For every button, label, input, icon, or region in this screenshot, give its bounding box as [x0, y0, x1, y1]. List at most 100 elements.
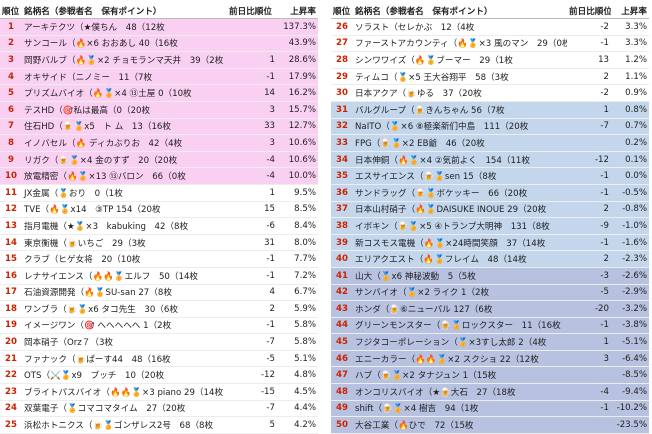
rise-rate-cell: 4.8%: [277, 366, 318, 385]
rank-cell: 48: [331, 383, 353, 401]
table-row[interactable]: 13 指月電機（★🏅×3 kabuking 42（8枚 -6 8.4%: [0, 217, 318, 235]
table-row[interactable]: 32 NaITO（🏅×6 ⑧極楽新们中島 111（20枚 -7 0.7%: [331, 118, 649, 136]
table-row[interactable]: 49 shift（🍺🏅×4 樹吉 94（1枚 -1 -10.2%: [331, 400, 649, 418]
rank-cell: 18: [0, 300, 22, 318]
table-row[interactable]: 18 ワンブラ（🍺🏅x6 タコ先生 30（6枚 2 5.9%: [0, 300, 318, 318]
rank-cell: 21: [0, 350, 22, 368]
rise-rate-cell: 9.5%: [277, 184, 318, 202]
header-row: 順位 銘柄名（参戦者名 保有ポイント） 前日比順位 上昇率: [331, 3, 649, 19]
table-row[interactable]: 38 イボキン（🍺🏅×5 ④トランプ大明神 131（8枚 -9 -1.0%: [331, 217, 649, 235]
rise-rate-cell: 12.7%: [277, 118, 318, 136]
table-row[interactable]: 40 エリアクエスト（🔥🏅フレイム 48（14枚 2 -2.3%: [331, 250, 649, 268]
table-row[interactable]: 3 岡野バルブ（🔥🏅×2 チョモランマ天井 39（2枚 1 28.6%: [0, 51, 318, 69]
stock-name-cell: フジタコーポレーション（🏅×3すし太郎 2（4枚: [353, 333, 567, 351]
rank-change-cell: 1: [227, 184, 277, 202]
header-name: 銘柄名（参戦者名 保有ポイント）: [22, 3, 227, 19]
table-row[interactable]: 12 TVE（🔥🏅x14 ③TP 154（20枚 15 8.5%: [0, 201, 318, 219]
rise-rate-cell: 4.5%: [277, 383, 318, 401]
table-row[interactable]: 14 東京衡機（🍺いちご 29（3枚 31 8.0%: [0, 234, 318, 252]
rank-cell: 38: [331, 217, 353, 235]
table-row[interactable]: 37 日本山村硝子（🔥🏅DAISUKE INOUE 29（20枚 2 -0.8%: [331, 201, 649, 219]
table-row[interactable]: 25 浜松ホトニクス（🍺🏅ゴンザレス2号 68（8枚 5 4.2%: [0, 416, 318, 434]
rank-cell: 47: [331, 366, 353, 385]
stock-name-cell: グリーンモンスター（🍺🏅ロックスター 11（16枚: [353, 317, 567, 335]
stock-name-cell: レナサイエンス（🔥🔥🏅エルフ 50（14枚: [22, 267, 227, 285]
table-row[interactable]: 41 山大（🏅x6 神秘波動 5（5枚 -3 -2.6%: [331, 267, 649, 285]
stock-name-cell: イメージワン（🎯 へへへへへ 1（2枚: [22, 317, 227, 335]
rank-change-cell: -7: [227, 400, 277, 418]
stock-name-cell: NaITO（🏅×6 ⑧極楽新们中島 111（20枚: [353, 118, 567, 136]
stock-name-cell: オンコリスバイオ（★🍺大石 27（18枚: [353, 383, 567, 401]
table-row[interactable]: 42 サンバイオ（🏅×2 ライク 1（2枚 -5 -2.9%: [331, 284, 649, 302]
table-row[interactable]: 24 双葉電子（🏅コマコマタイム 27（20枚 -7 4.4%: [0, 400, 318, 418]
table-row[interactable]: 4 オキサイド（ニノミー 11（7枚 -1 17.9%: [0, 68, 318, 86]
rise-rate-cell: 28.6%: [277, 51, 318, 69]
table-row[interactable]: 33 FPG（🍺🏅×2 EB爺 46（20枚 0.2%: [331, 134, 649, 152]
ranking-body-left: 1 アーキテクツ（★僕ちん 48（12枚 137.3% 2 サンコール（🔥×6 おおあし…: [0, 18, 318, 434]
table-row[interactable]: 15 クラブ（ヒゲ女将 20（10枚 -1 7.7%: [0, 250, 318, 268]
rank-change-cell: -7: [227, 333, 277, 351]
rank-cell: 22: [0, 366, 22, 385]
table-row[interactable]: 29 ティムコ（🏅×5 王大谷翔平 58（3枚 2 1.1%: [331, 68, 649, 86]
table-row[interactable]: 39 新コスモス電機（🔥🏅×24時間笑顔 37（14枚 -1 -1.6%: [331, 234, 649, 252]
table-row[interactable]: 21 ファナック（🍺ぱーす44 48（16枚 -5 5.1%: [0, 350, 318, 368]
table-row[interactable]: 8 イノバセル（🔥 ディカぶりお 42（4枚 3 10.6%: [0, 134, 318, 152]
table-row[interactable]: 45 フジタコーポレーション（🏅×3すし太郎 2（4枚 1 -5.1%: [331, 333, 649, 351]
stock-name-cell: イボキン（🍺🏅×5 ④トランプ大明神 131（8枚: [353, 217, 567, 235]
rank-cell: 39: [331, 234, 353, 252]
rise-rate-cell: -2.6%: [611, 267, 649, 285]
table-row[interactable]: 35 エスサイエンス（🍺🏅sen 15（8枚 -1 0.0%: [331, 167, 649, 185]
stock-name-cell: ティムコ（🏅×5 王大谷翔平 58（3枚: [353, 68, 567, 86]
table-row[interactable]: 7 住石HD（🍺🏅x5 ト ム 13（16枚 33 12.7%: [0, 118, 318, 136]
table-row[interactable]: 2 サンコール（🔥×6 おおあし 40（16枚 43.9%: [0, 35, 318, 53]
table-row[interactable]: 1 アーキテクツ（★僕ちん 48（12枚 137.3%: [0, 18, 318, 36]
rank-change-cell: 1: [567, 101, 611, 119]
rise-rate-cell: 8.5%: [277, 201, 318, 219]
table-row[interactable]: 36 サンドラッグ（🍺🏅ボケッキー 66（20枚 -1 -0.5%: [331, 184, 649, 202]
table-row[interactable]: 46 エニーカラー（🔥🔥🏅×2 スクショ 22（12枚 3 -6.4%: [331, 350, 649, 368]
stock-name-cell: アーキテクツ（★僕ちん 48（12枚: [22, 18, 227, 36]
rank-cell: 1: [0, 18, 22, 36]
rise-rate-cell: -6.4%: [611, 350, 649, 368]
rise-rate-cell: 0.2%: [611, 134, 649, 152]
rise-rate-cell: 43.9%: [277, 35, 318, 53]
rank-change-cell: -20: [567, 300, 611, 318]
table-row[interactable]: 26 ソラスト（セレかぶ 12（4枚 -2 3.3%: [331, 18, 649, 36]
rise-rate-cell: 0.0%: [611, 167, 649, 185]
table-row[interactable]: 23 ブライトパスバイオ（🔥🔥🏅×3 piano 29（14枚 -15 4.5%: [0, 383, 318, 401]
table-row[interactable]: 48 オンコリスバイオ（★🍺大石 27（18枚 -4 -9.4%: [331, 383, 649, 401]
table-row[interactable]: 43 ホンダ（🍺⑥ニューパル 127（6枚 -20 -3.2%: [331, 300, 649, 318]
table-row[interactable]: 11 JX金属（🏅おり 0（1枚 1 9.5%: [0, 184, 318, 202]
stock-name-cell: 石油資源開発（🔥🏅SU-san 27（8枚: [22, 284, 227, 302]
table-row[interactable]: 10 放電精密（🔥🏅×13 ⑬バロン 66（0枚 -4 10.0%: [0, 167, 318, 185]
rise-rate-cell: 4.2%: [277, 416, 318, 434]
table-row[interactable]: 47 ハブ（🍺🏅×2 タナジュン 1（15枚 -8.5%: [331, 366, 649, 385]
table-row[interactable]: 16 レナサイエンス（🔥🔥🏅エルフ 50（14枚 -1 7.2%: [0, 267, 318, 285]
table-row[interactable]: 27 ファーストアカウンティ（🔥🏅×3 風のマン 29（0枚 -1 3.3%: [331, 35, 649, 53]
rank-cell: 50: [331, 416, 353, 434]
table-row[interactable]: 5 プリズムバイオ（🔥🏅×4 ⑬土屋 0（10枚 14 16.2%: [0, 84, 318, 102]
table-row[interactable]: 34 日本伸銅（🔥🏅×4 ②気前よく 154（11枚 -12 0.1%: [331, 151, 649, 169]
rank-change-cell: -1: [227, 267, 277, 285]
table-row[interactable]: 44 グリーンモンスター（🍺🏅ロックスター 11（16枚 -1 -3.8%: [331, 317, 649, 335]
rise-rate-cell: 7.7%: [277, 250, 318, 268]
rise-rate-cell: 0.9%: [611, 84, 649, 102]
table-row[interactable]: 30 日本アクア（🍺ゆる 37（20枚 -2 0.9%: [331, 84, 649, 102]
stock-name-cell: JX金属（🏅おり 0（1枚: [22, 184, 227, 202]
table-row[interactable]: 17 石油資源開発（🔥🏅SU-san 27（8枚 4 6.7%: [0, 284, 318, 302]
table-row[interactable]: 20 岡本硝子（Orz７（3枚 -7 5.8%: [0, 333, 318, 351]
table-row[interactable]: 22 OTS（⚔️🏅x9 ブッチ 10（20枚 -12 4.8%: [0, 366, 318, 385]
table-row[interactable]: 28 シンワワイズ（🔥🏅ブーマー 29（1枚 13 1.2%: [331, 51, 649, 69]
table-row[interactable]: 9 リガク（🍺🏅×4 金のすず 20（20枚 -4 10.6%: [0, 151, 318, 169]
table-row[interactable]: 19 イメージワン（🎯 へへへへへ 1（2枚 -1 5.8%: [0, 317, 318, 335]
rank-change-cell: -1: [567, 400, 611, 418]
rank-cell: 37: [331, 201, 353, 219]
rise-rate-cell: 4.4%: [277, 400, 318, 418]
table-row[interactable]: 31 バルグループ（🍺きんちゃん 56（7枚 1 0.8%: [331, 101, 649, 119]
rank-cell: 44: [331, 317, 353, 335]
rise-rate-cell: 16.2%: [277, 84, 318, 102]
table-row[interactable]: 6 テスHD（🎯私は最高（0（20枚 3 15.7%: [0, 101, 318, 119]
stock-name-cell: ブライトパスバイオ（🔥🔥🏅×3 piano 29（14枚: [22, 383, 227, 401]
table-row[interactable]: 50 大谷工業（🔥ひで 72（15枚 -23.5%: [331, 416, 649, 434]
rank-change-cell: 2: [227, 300, 277, 318]
